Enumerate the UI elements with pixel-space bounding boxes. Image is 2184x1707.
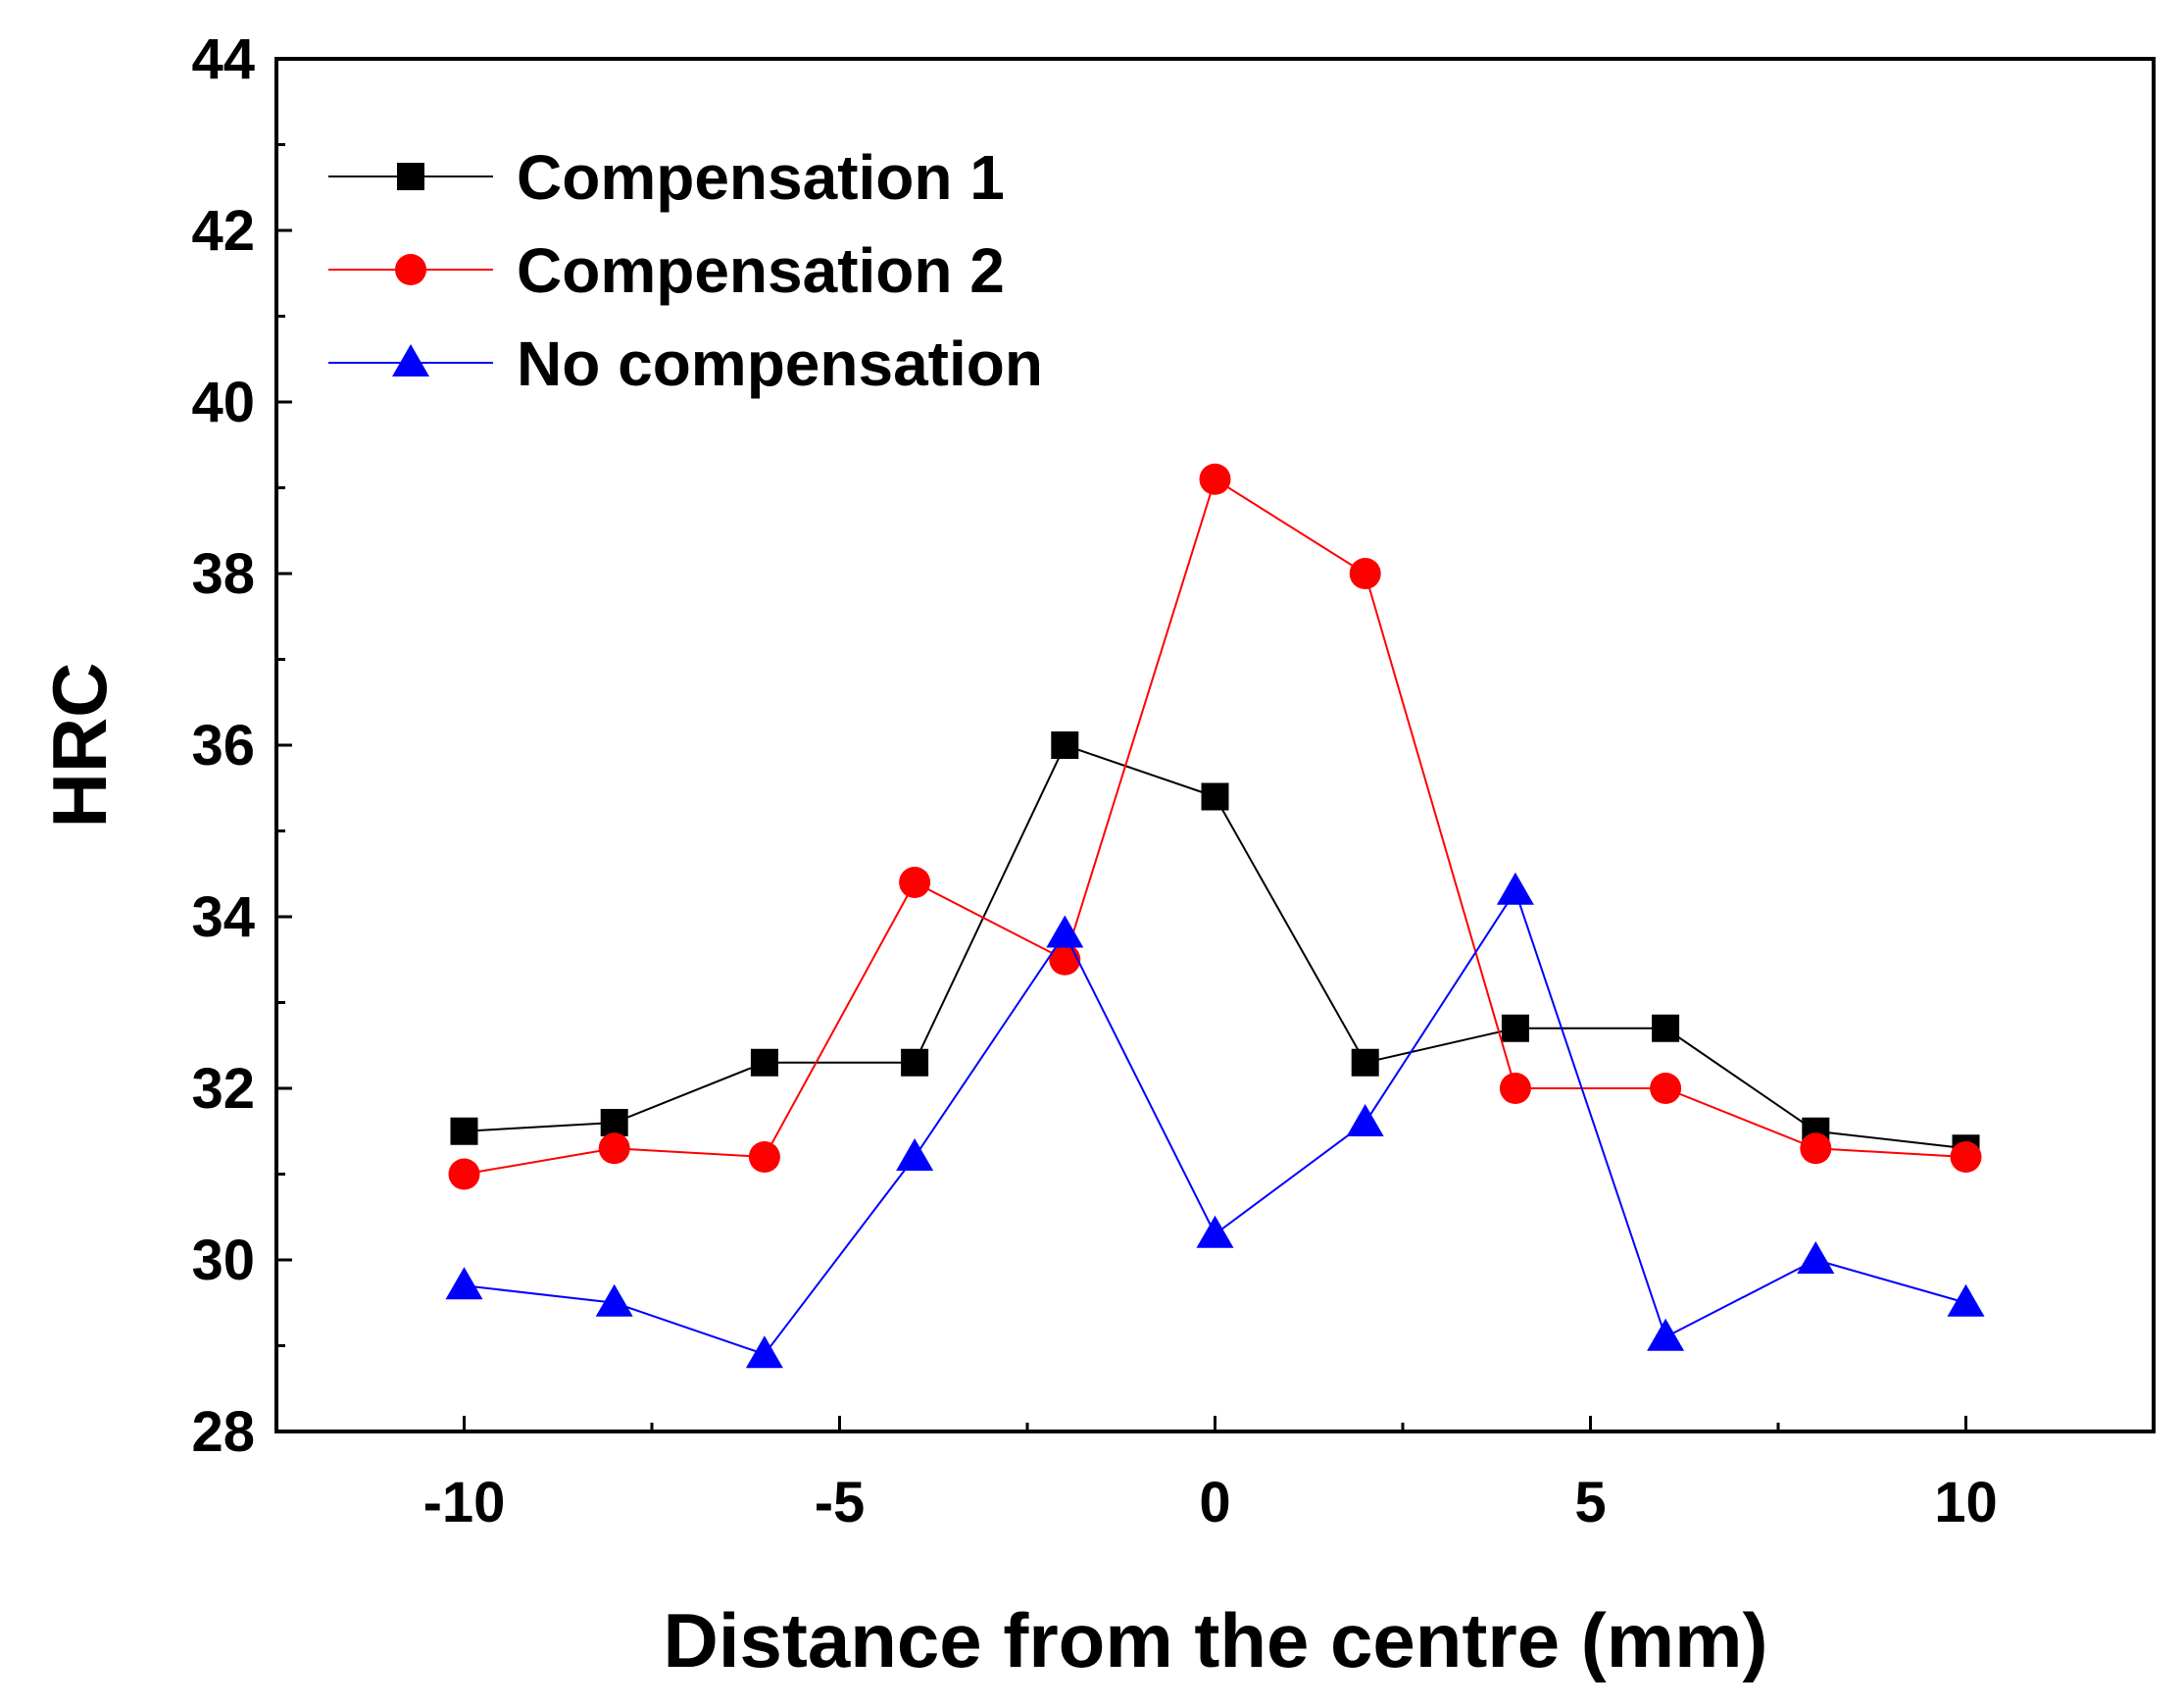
data-point xyxy=(745,1335,783,1369)
series-compensation-1 xyxy=(450,731,1980,1163)
y-tick-label: 30 xyxy=(191,1229,255,1292)
data-point xyxy=(598,1132,630,1165)
y-axis-ticks: 28 30 32 34 36 38 40 42 44 xyxy=(191,27,292,1464)
data-point xyxy=(448,1158,480,1190)
x-tick-label: 10 xyxy=(1934,1471,1998,1534)
legend-item: No compensation xyxy=(328,328,1043,399)
y-tick-label: 40 xyxy=(191,371,255,434)
series-line xyxy=(464,477,1966,1176)
data-point xyxy=(1201,782,1229,811)
legend-item: Compensation 2 xyxy=(328,235,1005,306)
data-point xyxy=(1950,1141,1982,1173)
series-compensation-2 xyxy=(448,463,1982,1190)
data-point xyxy=(899,867,931,898)
x-tick-label: 0 xyxy=(1199,1471,1230,1534)
data-point xyxy=(450,1117,478,1145)
data-point xyxy=(1501,1014,1529,1042)
data-point xyxy=(1496,872,1534,905)
data-point xyxy=(1196,1215,1234,1248)
data-point xyxy=(600,1109,628,1136)
data-point xyxy=(1800,1132,1832,1165)
legend: Compensation 1 Compensation 2 No compensat… xyxy=(328,142,1043,399)
y-axis-label: HRC xyxy=(36,663,123,828)
data-point xyxy=(1499,1073,1531,1104)
y-tick-label: 44 xyxy=(191,27,255,91)
data-point xyxy=(1349,558,1381,589)
data-point xyxy=(595,1283,633,1317)
x-tick-label: 5 xyxy=(1574,1471,1606,1534)
data-point xyxy=(748,1141,780,1173)
y-tick-label: 36 xyxy=(191,714,255,778)
x-axis-label: Distance from the centre (mm) xyxy=(664,1597,1768,1683)
x-tick-label: -5 xyxy=(815,1471,866,1534)
data-point xyxy=(1650,1073,1682,1104)
legend-marker xyxy=(397,163,424,190)
legend-label: Compensation 1 xyxy=(517,142,1005,213)
data-point xyxy=(901,1048,929,1077)
data-point xyxy=(1647,1318,1685,1351)
legend-label: No compensation xyxy=(517,328,1043,399)
legend-item: Compensation 1 xyxy=(328,142,1005,213)
y-tick-label: 28 xyxy=(191,1400,255,1464)
y-tick-label: 38 xyxy=(191,542,255,606)
data-point xyxy=(1346,1104,1384,1136)
series-no-compensation xyxy=(445,872,1985,1369)
data-point xyxy=(1049,943,1081,976)
data-point xyxy=(1199,463,1231,495)
data-point xyxy=(750,1048,778,1077)
data-point xyxy=(1652,1014,1680,1042)
data-point xyxy=(1351,1048,1379,1077)
series-line xyxy=(464,888,1966,1356)
legend-marker xyxy=(395,254,426,285)
y-tick-label: 32 xyxy=(191,1057,255,1121)
x-tick-label: -10 xyxy=(423,1471,506,1534)
y-tick-label: 34 xyxy=(191,885,255,949)
data-point xyxy=(1947,1283,1985,1317)
data-point xyxy=(445,1267,483,1300)
data-point xyxy=(896,1138,934,1171)
series-layer xyxy=(445,463,1985,1369)
legend-label: Compensation 2 xyxy=(517,235,1005,306)
legend-marker xyxy=(392,344,429,377)
data-point xyxy=(1797,1241,1835,1274)
x-axis-ticks: -10 -5 0 5 10 xyxy=(423,1416,1998,1534)
y-tick-label: 42 xyxy=(191,199,255,263)
data-point xyxy=(1051,731,1079,759)
data-point xyxy=(1046,915,1084,948)
